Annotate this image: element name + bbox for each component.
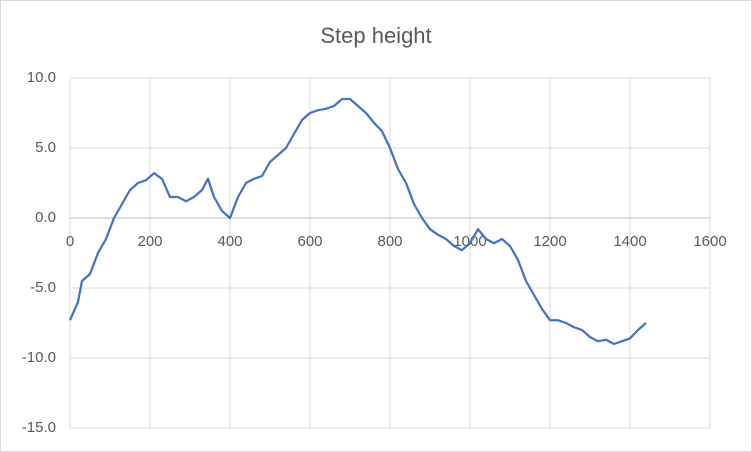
y-tick-label: -5.0 xyxy=(30,279,56,296)
x-tick-label: 800 xyxy=(377,233,402,250)
x-tick-label: 200 xyxy=(137,233,162,250)
x-tick-label: 1200 xyxy=(533,233,566,250)
x-tick-label: 1600 xyxy=(693,233,726,250)
y-tick-label: -10.0 xyxy=(22,349,56,366)
y-tick-label: 5.0 xyxy=(35,139,56,156)
chart-title: Step height xyxy=(320,23,431,48)
x-tick-label: 1400 xyxy=(613,233,646,250)
y-tick-label: -15.0 xyxy=(22,419,56,436)
x-tick-label: 400 xyxy=(217,233,242,250)
x-tick-label: 0 xyxy=(66,233,74,250)
y-tick-label: 0.0 xyxy=(35,209,56,226)
y-tick-label: 10.0 xyxy=(27,69,56,86)
x-tick-label: 600 xyxy=(297,233,322,250)
data-line xyxy=(68,97,647,346)
